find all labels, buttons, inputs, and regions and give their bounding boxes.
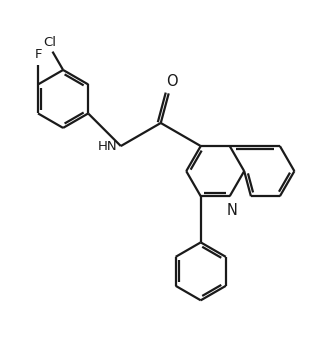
- Text: O: O: [166, 74, 177, 89]
- Text: N: N: [227, 203, 238, 218]
- Text: F: F: [34, 48, 42, 61]
- Text: Cl: Cl: [43, 36, 56, 49]
- Text: HN: HN: [98, 140, 117, 153]
